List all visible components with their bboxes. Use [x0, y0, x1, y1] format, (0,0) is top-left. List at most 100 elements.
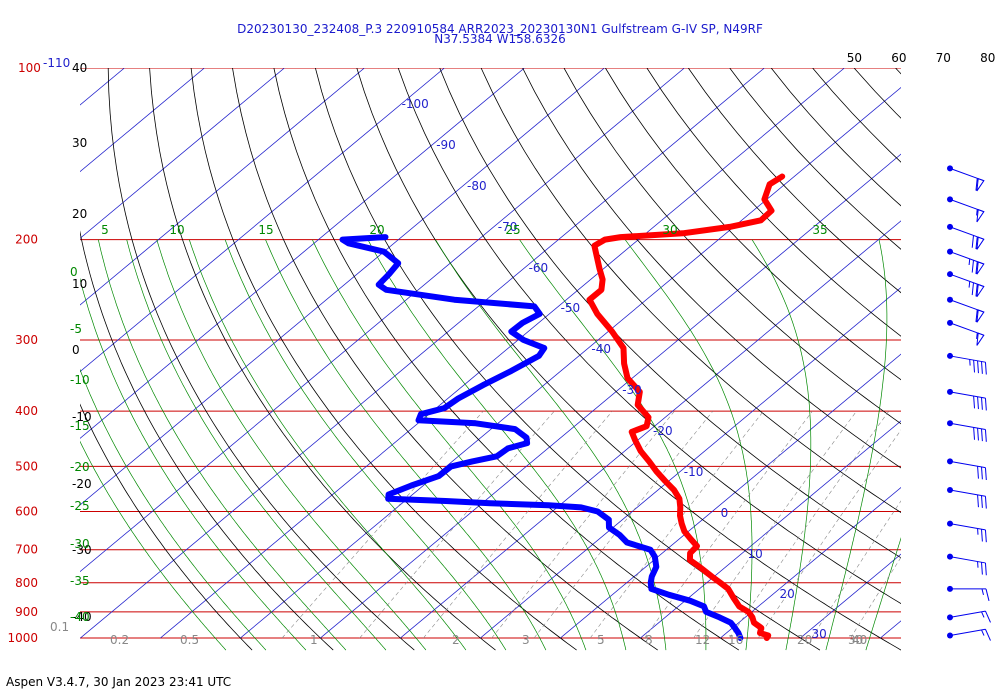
moist-adiabat-label: -20 — [70, 460, 90, 474]
wind-barb-flag — [984, 362, 987, 375]
pressure-label: 300 — [15, 333, 38, 347]
wind-barb-pennant — [976, 208, 985, 223]
mixing-ratio-line — [850, 556, 901, 639]
isotherm-label: -40 — [591, 342, 611, 356]
mixing-ratio-label: 0.5 — [180, 633, 199, 647]
pressure-label: 900 — [15, 605, 38, 619]
wind-barb — [947, 628, 991, 641]
wind-barb-pennant — [976, 332, 985, 346]
mixing-ratio-line — [533, 411, 714, 639]
dry-adiabat-line — [646, 68, 901, 337]
pressure-label: 800 — [15, 576, 38, 590]
dry-adiabat-label: 30 — [72, 136, 87, 150]
dry-adiabat-label: 0 — [72, 343, 80, 357]
chart-title-line1: D20230130_232408_P.3 220910584 ARR2023_2… — [237, 22, 763, 36]
moist-adiabat-line — [224, 239, 507, 651]
dry-adiabat-label: -20 — [72, 477, 92, 491]
dry-adiabat-line — [812, 68, 901, 163]
mixing-ratio-label: 8 — [645, 633, 653, 647]
moist-adiabat-line — [265, 239, 547, 651]
moist-adiabat-line — [367, 239, 627, 651]
wind-barb-staff — [949, 489, 986, 497]
isotherm-label: 30 — [812, 627, 827, 641]
isotherm-line — [720, 486, 901, 639]
moist-adiabat-label: -40 — [70, 610, 90, 624]
dry-adiabat-line — [480, 68, 901, 514]
isotherm-label: -60 — [529, 261, 549, 275]
dry-adiabat-line — [315, 68, 821, 651]
dry-adiabat-line — [439, 68, 901, 559]
isotherm-line — [240, 86, 901, 639]
wind-barb — [947, 585, 990, 601]
dry-adiabat-label: 40 — [72, 61, 87, 75]
moist-adiabat-label: 5 — [101, 223, 109, 237]
wind-barb-pennant — [976, 283, 985, 298]
dry-adiabat-label: 20 — [72, 207, 87, 221]
isotherm-label: -30 — [622, 383, 642, 397]
moist-adiabat-label: -25 — [70, 499, 90, 513]
isotherm-line — [640, 420, 901, 639]
wind-barb-half-flag — [976, 332, 978, 340]
wind-barb-half-flag — [981, 611, 985, 618]
wind-barb — [947, 319, 985, 346]
wind-barb — [947, 352, 987, 375]
dry-adiabat-label: -40 — [72, 610, 92, 624]
wind-barb-pennant — [976, 261, 985, 275]
mixing-ratio-label: 0.1 — [50, 620, 69, 634]
mixing-ratio-line — [644, 411, 813, 639]
wind-barb — [947, 553, 987, 576]
moist-adiabat-label: 20 — [369, 223, 384, 237]
dry-adiabat-line — [80, 403, 253, 651]
pressure-label: 400 — [15, 404, 38, 418]
wind-barb-flag — [975, 309, 978, 323]
moist-adiabat-line — [97, 239, 347, 651]
wind-barb-staff — [949, 391, 986, 399]
mixing-ratio-label: 2 — [452, 633, 460, 647]
moist-adiabat-label: -15 — [70, 419, 90, 433]
mixing-ratio-label: 40 — [852, 633, 867, 647]
sounding-profiles — [339, 173, 786, 641]
grid-lines — [80, 68, 1000, 651]
wind-barb — [947, 248, 985, 275]
wind-barb-half-flag — [981, 629, 985, 636]
moist-adiabat-label: -35 — [70, 574, 90, 588]
moist-adiabat-line — [126, 239, 387, 651]
moist-adiabat-line — [188, 239, 467, 651]
wind-barb-staff — [949, 355, 986, 363]
wind-barb-flag — [977, 396, 979, 410]
moist-adiabat-line — [80, 440, 227, 651]
dry-adiabat-line — [522, 68, 901, 469]
wind-barb-half-flag — [976, 209, 978, 216]
pressure-label: 500 — [15, 459, 38, 473]
isotherm-line — [80, 68, 765, 639]
mixing-ratio-label: 16 — [728, 633, 743, 647]
wind-barb-flag — [973, 360, 976, 373]
moist-adiabat-label: -30 — [70, 537, 90, 551]
wind-barb-flag — [975, 261, 978, 274]
isotherm-line — [80, 68, 365, 306]
isotherm-line — [80, 68, 285, 239]
wind-barb-half-flag — [968, 281, 971, 288]
dewpoint-profile — [339, 234, 744, 641]
wind-barb-flag — [981, 562, 983, 575]
isotherm-label: -90 — [436, 138, 456, 152]
dry-adiabat-line — [729, 68, 901, 250]
isotherm-line — [400, 220, 901, 639]
isotherm-line — [960, 68, 1000, 638]
wind-barb-pennant — [976, 177, 985, 192]
isotherm-line — [80, 68, 605, 506]
wind-barbs — [947, 165, 991, 641]
wind-barb-staff — [949, 460, 986, 469]
wind-barb-flag — [984, 429, 987, 442]
wind-barb-staff — [949, 556, 986, 564]
wind-barb-flag — [984, 562, 987, 576]
wind-barb-flag — [975, 284, 978, 297]
dry-adiabat-line — [107, 68, 415, 651]
wind-barb — [947, 420, 987, 442]
wind-barb-staff — [949, 523, 986, 531]
mixing-ratio-label: 0.2 — [110, 633, 129, 647]
moist-adiabat-label: 10 — [169, 223, 184, 237]
isotherm-line — [80, 68, 205, 173]
mixing-ratio-label: 3 — [522, 633, 530, 647]
wind-barb-half-flag — [968, 258, 971, 266]
